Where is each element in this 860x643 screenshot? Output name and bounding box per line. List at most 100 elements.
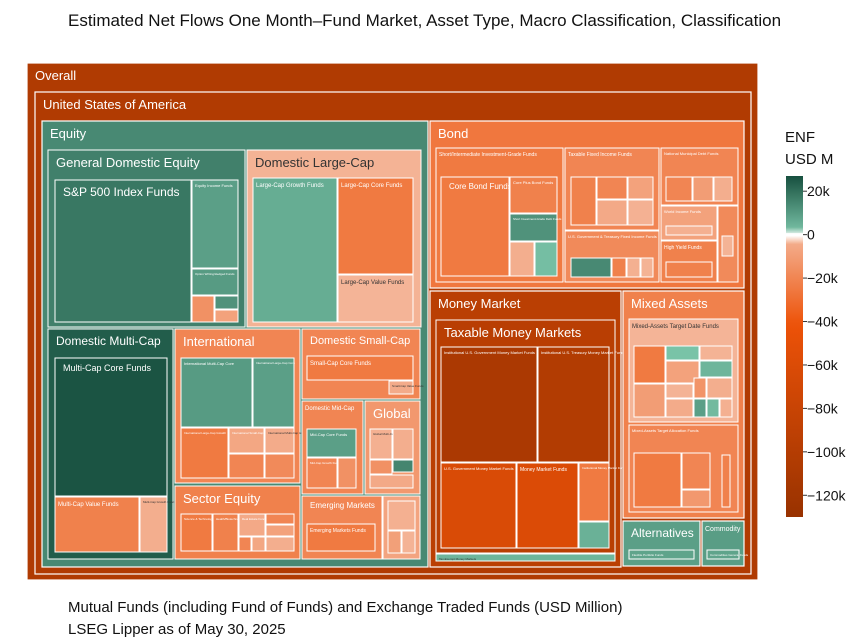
treemap-rect-target-date-fund[interactable]: [665, 383, 694, 399]
treemap-node-sector-small-fund[interactable]: [238, 536, 252, 552]
treemap-rect-large-cap-growth-funds[interactable]: [252, 177, 338, 323]
treemap-node-sp500-index-funds[interactable]: S&P 500 Index Funds: [54, 179, 192, 323]
treemap-rect-gde-small-fund[interactable]: [214, 295, 239, 310]
treemap-rect-equity-income-funds[interactable]: [191, 179, 239, 269]
treemap-node-commodities-general-funds[interactable]: Commodities General Funds: [706, 549, 749, 560]
treemap-node-equity-other-fund[interactable]: [401, 530, 416, 554]
treemap-rect-target-date-fund[interactable]: [633, 383, 666, 418]
treemap-node-target-date-fund[interactable]: [693, 377, 707, 399]
treemap-node-money-market-small-fund[interactable]: [578, 521, 610, 549]
treemap-rect-institutional-money-market-funds[interactable]: [578, 462, 610, 522]
treemap-node-institutional-us-treasury-money-market-funds[interactable]: Institutional U.S. Treasury Money Market…: [537, 346, 625, 463]
treemap-node-world-income-fund[interactable]: [665, 225, 713, 236]
treemap-rect-mid-cap-core-funds[interactable]: [306, 428, 357, 458]
treemap-node-large-cap-value-funds[interactable]: Large-Cap Value Funds: [337, 274, 414, 323]
treemap-node-high-yield-fund[interactable]: [665, 261, 713, 278]
treemap-node-equity-other-fund[interactable]: [387, 530, 402, 554]
treemap-rect-international-large-cap-core[interactable]: [252, 357, 295, 428]
treemap-node-global-small-fund[interactable]: [369, 474, 414, 489]
treemap-rect-bond-other-fund[interactable]: [721, 235, 734, 257]
treemap-rect-international-small-fund[interactable]: [264, 453, 295, 479]
treemap-rect-global-small-fund[interactable]: [392, 459, 414, 473]
treemap-rect-option-writing-funds[interactable]: [191, 268, 239, 296]
treemap-rect-multi-cap-core-funds[interactable]: [54, 357, 168, 497]
treemap-node-emerging-markets-funds[interactable]: Emerging Markets Funds: [306, 523, 376, 552]
treemap-rect-multi-cap-value-funds[interactable]: [54, 496, 140, 553]
treemap-node-municipal-debt-fund[interactable]: [692, 176, 714, 202]
treemap-node-target-date-fund[interactable]: [699, 345, 733, 361]
treemap-node-target-date-fund[interactable]: [706, 377, 733, 399]
treemap-node-real-estate-funds[interactable]: Real Estate Funds: [238, 513, 267, 537]
treemap-rect-municipal-debt-fund[interactable]: [665, 176, 693, 202]
treemap-node-taxable-fixed-income-fund[interactable]: [627, 199, 654, 226]
treemap-node-sector-small-fund[interactable]: [265, 524, 295, 537]
treemap-node-municipal-debt-fund[interactable]: [713, 176, 733, 202]
treemap-rect-sp500-index-funds[interactable]: [54, 179, 192, 323]
treemap-rect-multi-cap-growth-funds[interactable]: [139, 496, 168, 553]
treemap-node-tax-exempt-money-markets[interactable]: Tax-Exempt Money Markets: [435, 553, 616, 562]
treemap-node-gde-small-fund[interactable]: [214, 309, 239, 323]
treemap-node-target-date-fund[interactable]: [665, 345, 700, 361]
treemap-node-core-plus-bond-funds[interactable]: Core Plus Bond Funds: [509, 176, 558, 214]
treemap-rect-international-multi-cap-value[interactable]: [264, 427, 295, 454]
treemap-rect-gde-small-fund[interactable]: [191, 295, 215, 323]
treemap-rect-government-treasury-fund[interactable]: [611, 257, 627, 278]
treemap-rect-mid-cap-growth-funds[interactable]: [306, 457, 338, 489]
treemap-rect-global-small-fund[interactable]: [369, 474, 414, 489]
treemap-node-short-intermediate-small-fund[interactable]: [509, 241, 535, 277]
treemap-node-global-small-fund[interactable]: [369, 459, 393, 475]
treemap-rect-institutional-us-government-money-market-funds[interactable]: [440, 346, 538, 463]
treemap-node-target-date-fund[interactable]: [665, 398, 694, 418]
treemap-node-gde-small-fund[interactable]: [214, 295, 239, 310]
treemap-node-mid-cap-core-funds[interactable]: Mid-Cap Core Funds: [306, 428, 357, 458]
treemap-node-equity-other-fund[interactable]: [387, 500, 416, 531]
treemap-node-large-cap-growth-funds[interactable]: Large-Cap Growth Funds: [252, 177, 338, 323]
treemap-node-international-small-fund[interactable]: [228, 453, 265, 479]
treemap-rect-gde-small-fund[interactable]: [214, 309, 239, 323]
treemap-rect-equity-other-fund[interactable]: [387, 530, 402, 554]
treemap-rect-international-multi-cap-core[interactable]: [180, 357, 253, 428]
treemap-rect-tax-exempt-money-markets[interactable]: [435, 553, 616, 562]
treemap-rect-municipal-debt-fund[interactable]: [692, 176, 714, 202]
treemap-rect-target-date-fund[interactable]: [665, 345, 700, 361]
treemap-rect-target-allocation-fund[interactable]: [681, 452, 711, 490]
treemap-node-government-treasury-fund[interactable]: [640, 257, 654, 278]
treemap-rect-taxable-fixed-income-fund[interactable]: [596, 199, 628, 226]
treemap-rect-government-treasury-fund[interactable]: [570, 257, 612, 278]
treemap-rect-target-date-fund[interactable]: [706, 377, 733, 399]
treemap-rect-sector-small-fund[interactable]: [265, 536, 295, 552]
treemap-rect-small-cap-core-funds[interactable]: [306, 355, 414, 381]
treemap-rect-health-biotechnology-funds[interactable]: [212, 513, 239, 552]
treemap-rect-emerging-markets-funds[interactable]: [306, 523, 376, 552]
treemap-node-option-writing-funds[interactable]: Option Writing/Hedged Funds: [191, 268, 239, 296]
treemap-rect-international-small-cap-core[interactable]: [228, 427, 265, 454]
treemap-rect-science-technology-funds[interactable]: [180, 513, 213, 552]
treemap-node-equity-income-funds[interactable]: Equity Income Funds: [191, 179, 239, 269]
treemap-node-sector-small-fund[interactable]: [265, 513, 295, 525]
treemap-node-science-technology-funds[interactable]: Science & Technology Funds: [180, 513, 223, 552]
treemap-node-government-treasury-fund[interactable]: [611, 257, 627, 278]
treemap-rect-sector-small-fund[interactable]: [265, 513, 295, 525]
treemap-node-target-date-fund[interactable]: [665, 383, 694, 399]
treemap-rect-target-allocation-fund[interactable]: [681, 489, 711, 508]
treemap-node-sector-small-fund[interactable]: [251, 536, 266, 552]
treemap-node-us-government-money-market-funds[interactable]: U.S. Government Money Market Funds: [440, 462, 517, 549]
treemap-node-small-cap-value-funds[interactable]: Small-Cap Value Funds: [388, 380, 424, 395]
treemap-rect-global-small-fund[interactable]: [392, 428, 414, 460]
treemap-rect-target-date-fund[interactable]: [706, 398, 720, 418]
treemap-rect-taxable-fixed-income-fund[interactable]: [627, 199, 654, 226]
treemap-rect-target-allocation-fund[interactable]: [633, 452, 682, 508]
treemap-node-institutional-money-market-funds[interactable]: Institutional Money Market Funds: [578, 462, 627, 522]
treemap-rect-short-intermediate-small-fund[interactable]: [534, 241, 558, 277]
treemap-node-multi-cap-growth-funds[interactable]: Multi-Cap Growth Funds: [139, 496, 176, 553]
treemap-node-multi-cap-core-funds[interactable]: Multi-Cap Core Funds: [54, 357, 168, 497]
treemap-rect-government-treasury-fund[interactable]: [626, 257, 641, 278]
treemap-rect-global-multi-cap-core-funds[interactable]: [369, 428, 393, 460]
treemap-rect-taxable-fixed-income-fund[interactable]: [596, 176, 628, 200]
treemap-rect-taxable-fixed-income-fund[interactable]: [570, 176, 597, 226]
treemap-node-international-multi-cap-value[interactable]: International Multi-Cap Value: [264, 427, 307, 454]
treemap-node-large-cap-core-funds[interactable]: Large-Cap Core Funds: [337, 177, 414, 275]
treemap-node-mid-cap-growth-funds[interactable]: Mid-Cap Growth Funds: [306, 457, 342, 489]
treemap-rect-institutional-us-treasury-money-market-funds[interactable]: [537, 346, 610, 463]
treemap-node-international-large-cap-core[interactable]: International Large-Cap Core: [252, 357, 295, 428]
